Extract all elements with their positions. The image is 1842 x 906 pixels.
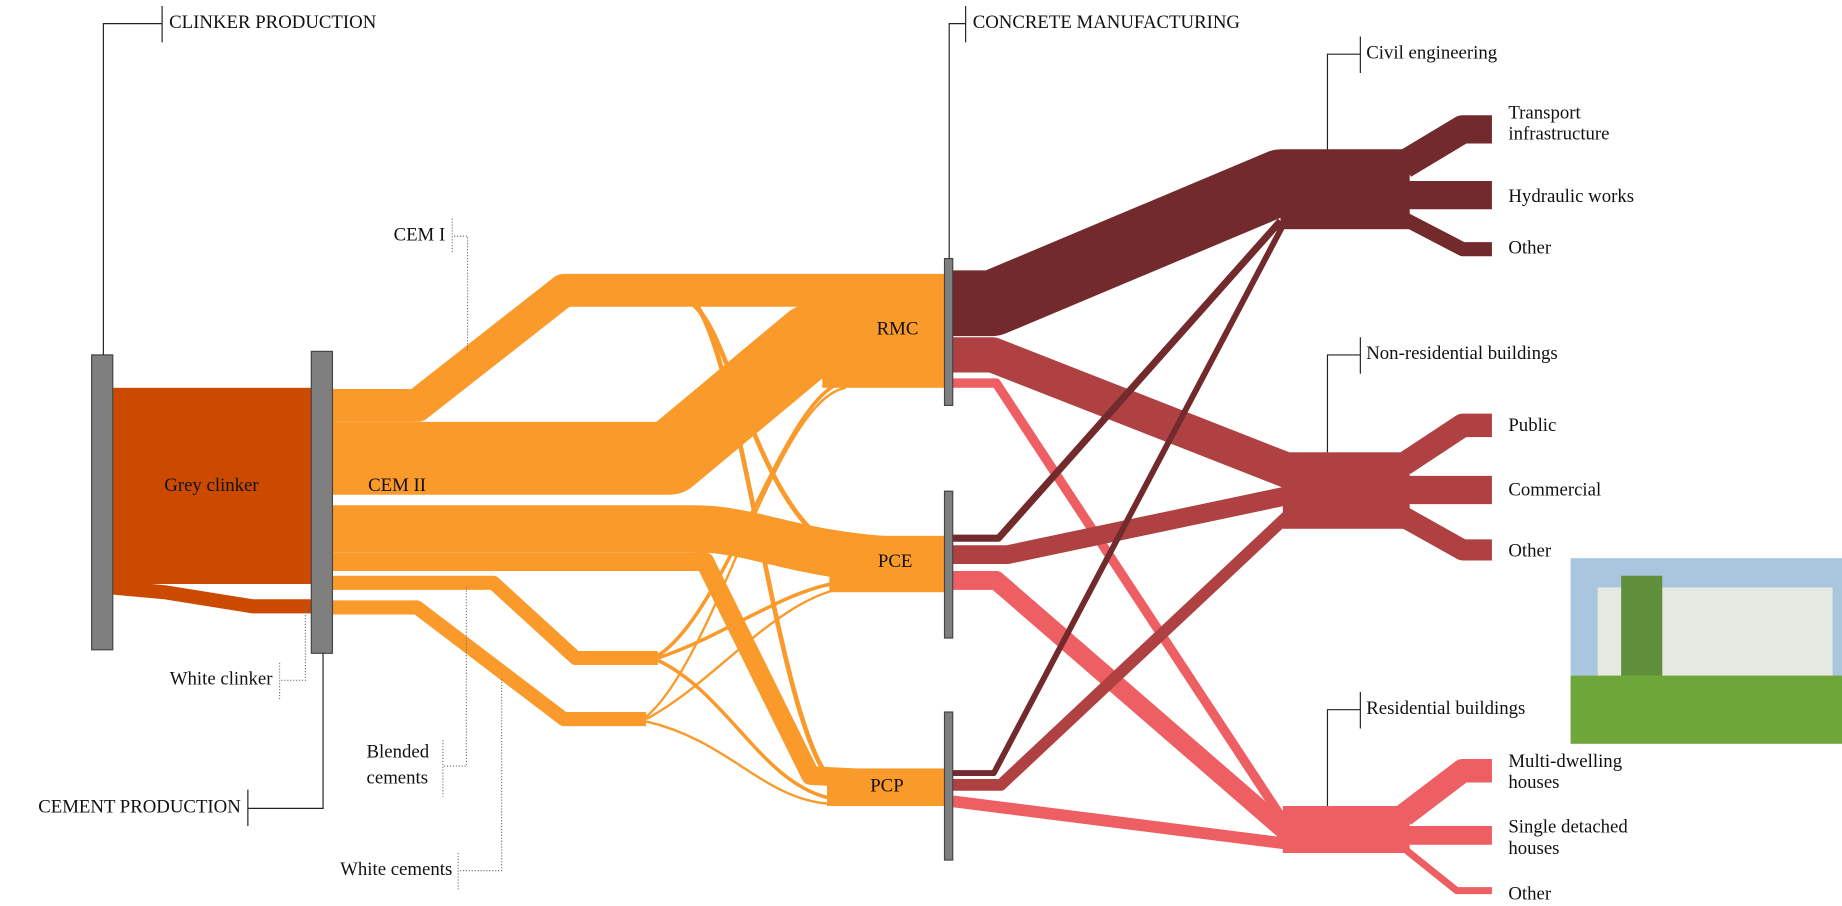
leader — [457, 679, 503, 890]
sub-label: Other — [1508, 884, 1552, 905]
civil-hub — [1280, 149, 1410, 230]
cement-bar — [310, 350, 334, 654]
node-label: Grey clinker — [164, 475, 259, 496]
flow — [657, 658, 835, 801]
sub-label: Single detached — [1508, 817, 1628, 838]
sub-label: Hydraulic works — [1508, 186, 1634, 207]
node-label: CEM I — [394, 225, 446, 246]
flow — [332, 600, 647, 727]
flow — [645, 720, 829, 805]
leader — [948, 6, 967, 259]
leader — [451, 218, 469, 351]
rmc-bar — [943, 257, 954, 407]
leader — [1326, 692, 1361, 807]
sub-label: houses — [1508, 772, 1559, 793]
labels: CLINKER PRODUCTION CEMENT PRODUCTION CON… — [38, 12, 1634, 905]
sub-label: Other — [1508, 237, 1552, 258]
sector-label: Civil engineering — [1366, 42, 1498, 63]
pce-bar — [943, 490, 954, 639]
grey-clinker-flow — [112, 387, 312, 584]
sub-label: Multi-dwelling — [1508, 751, 1622, 772]
node-label: PCP — [870, 776, 903, 797]
photo-lawn — [1570, 675, 1842, 744]
leader — [279, 606, 307, 700]
sub-label: houses — [1508, 838, 1559, 859]
pcp-bar — [943, 711, 954, 861]
flow — [1400, 212, 1492, 257]
node-label: cements — [367, 767, 429, 788]
flow — [952, 218, 1284, 542]
flow — [1397, 413, 1492, 474]
pcp-in — [827, 768, 945, 807]
flow — [332, 273, 945, 422]
flow — [645, 586, 847, 721]
white-clinker-flow — [112, 580, 312, 614]
photo — [1570, 558, 1842, 744]
photo-green-wall — [1621, 575, 1663, 682]
node-label: Blended — [367, 741, 430, 762]
leader — [1326, 36, 1361, 150]
flow — [1398, 507, 1492, 561]
node-label: White clinker — [170, 669, 273, 690]
sub-label: Public — [1508, 415, 1556, 436]
stage-label: CONCRETE MANUFACTURING — [973, 12, 1240, 33]
flow — [332, 575, 658, 666]
flow — [657, 579, 846, 660]
pce-in — [829, 535, 945, 593]
stage-bars — [91, 257, 954, 861]
sub-label: Transport — [1508, 102, 1581, 123]
flows — [112, 115, 1492, 895]
node-label: White cements — [340, 859, 452, 880]
leader — [1326, 337, 1361, 453]
flow — [1401, 845, 1492, 895]
stage-label: CEMENT PRODUCTION — [38, 797, 241, 818]
leader — [442, 587, 467, 797]
leader — [102, 6, 163, 355]
flow — [1396, 759, 1492, 825]
sub-label: infrastructure — [1508, 124, 1609, 145]
flow — [1396, 115, 1492, 177]
flow — [656, 380, 847, 658]
sub-label: Commercial — [1508, 479, 1601, 500]
sector-label: Non-residential buildings — [1366, 343, 1557, 364]
node-label: RMC — [877, 319, 919, 340]
stage-label: CLINKER PRODUCTION — [169, 12, 377, 33]
clinker-bar — [91, 354, 114, 651]
nonres-hub — [1282, 452, 1410, 529]
rmc-in — [822, 293, 945, 388]
leaders — [102, 6, 1361, 890]
sector-label: Residential buildings — [1366, 698, 1525, 719]
flow — [952, 224, 1286, 777]
res-hub — [1282, 806, 1410, 854]
node-label: PCE — [878, 551, 912, 572]
sub-label: Other — [1508, 541, 1552, 562]
leader — [247, 653, 324, 826]
flow — [645, 386, 847, 718]
node-label: CEM II — [368, 475, 426, 496]
